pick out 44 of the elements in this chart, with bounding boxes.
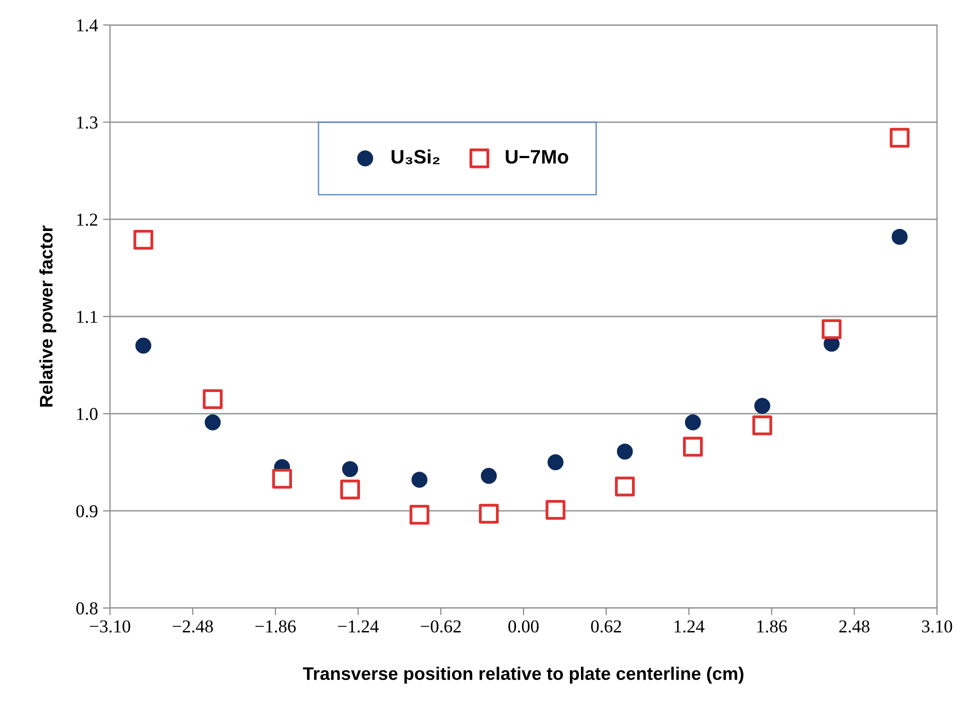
x-tick-label: 0.62: [591, 620, 622, 633]
point: [754, 398, 770, 414]
point: [202, 389, 223, 409]
point: [410, 504, 430, 525]
x-tick-label: 0.00: [508, 620, 539, 633]
y-tick-label: 1.0: [77, 408, 98, 420]
x-tick-label: −1.24: [338, 620, 379, 633]
point: [272, 468, 292, 489]
point: [342, 461, 358, 478]
x-tick-label: −0.62: [420, 620, 461, 633]
y-tick-label: 1.2: [77, 214, 98, 226]
x-axis-title: Transverse position relative to plate centerline (cm): [302, 666, 744, 684]
x-tick-label: 3.10: [922, 620, 952, 633]
x-tick-label: 1.24: [674, 620, 704, 633]
point: [683, 436, 703, 457]
x-tick-label: −3.10: [90, 620, 130, 633]
y-tick-label: 1.3: [77, 116, 98, 129]
point: [752, 415, 772, 436]
point: [614, 476, 635, 496]
point: [135, 338, 152, 354]
y-tick-label: 0.8: [76, 602, 98, 615]
y-tick-label: 0.9: [76, 505, 98, 518]
x-tick-label: 2.48: [839, 620, 870, 633]
point: [133, 230, 154, 250]
x-tick-label: −2.48: [172, 620, 213, 633]
point: [822, 319, 842, 340]
x-tick-label: −1.86: [255, 620, 296, 633]
point: [684, 414, 701, 430]
point: [478, 504, 499, 524]
point: [204, 414, 221, 430]
y-tick-label: 1.1: [77, 310, 98, 324]
point: [546, 500, 566, 520]
point: [480, 468, 497, 484]
x-tick-label: 1.86: [757, 620, 787, 633]
point: [548, 454, 564, 470]
point: [890, 128, 910, 148]
point: [411, 472, 428, 488]
point: [892, 228, 908, 245]
y-axis-title: Relative power factor: [39, 225, 56, 407]
legend-label: U₃Si₂: [392, 149, 440, 164]
point: [616, 444, 633, 460]
y-tick-label: 1.4: [77, 19, 98, 32]
legend-label: U−7Mo: [506, 150, 568, 164]
point: [340, 480, 360, 500]
